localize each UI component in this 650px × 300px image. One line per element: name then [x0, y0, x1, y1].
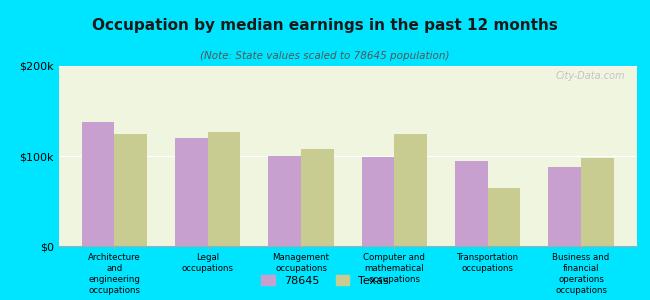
Bar: [581, 158, 614, 246]
Bar: [549, 167, 581, 246]
Legend: 78645, Texas: 78645, Texas: [256, 270, 394, 291]
Bar: [395, 134, 427, 246]
Text: (Note: State values scaled to 78645 population): (Note: State values scaled to 78645 popu…: [200, 51, 450, 61]
Bar: [208, 132, 240, 246]
Bar: [488, 188, 521, 246]
Text: Occupation by median earnings in the past 12 months: Occupation by median earnings in the pas…: [92, 18, 558, 33]
Bar: [82, 122, 114, 246]
Bar: [114, 134, 147, 246]
Bar: [455, 160, 488, 246]
Text: City-Data.com: City-Data.com: [556, 71, 625, 81]
Bar: [268, 156, 301, 246]
Bar: [301, 149, 333, 246]
Bar: [362, 157, 395, 246]
Bar: [175, 138, 208, 246]
